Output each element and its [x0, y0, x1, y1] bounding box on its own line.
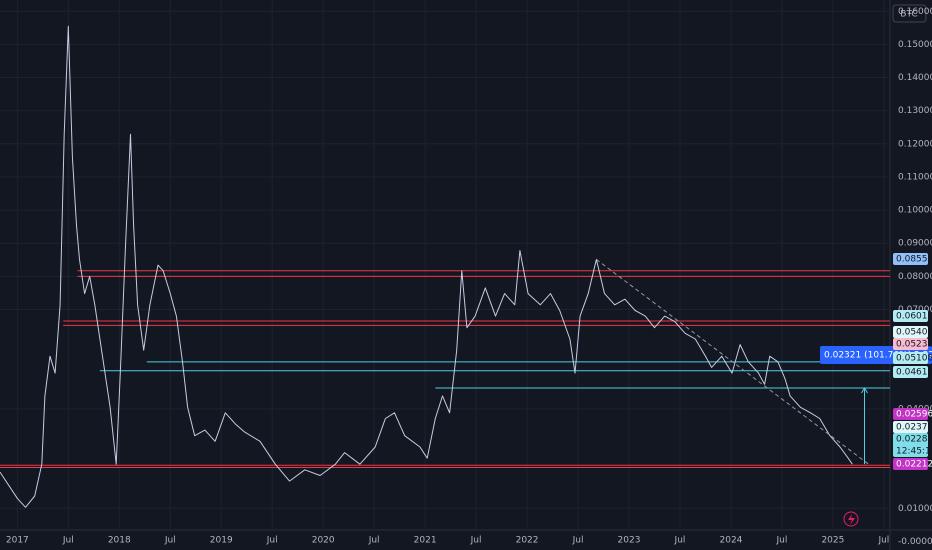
- price-label: 0.08554: [896, 255, 932, 265]
- price-label: 0.05237: [896, 340, 932, 350]
- x-tick-label: 2017: [6, 536, 29, 546]
- x-tick-label: Jul: [266, 536, 278, 546]
- x-tick-label: 2024: [720, 536, 743, 546]
- x-tick-label: Jul: [164, 536, 176, 546]
- y-tick-label: 0.07000: [898, 305, 932, 315]
- symbol: BTC: [900, 10, 917, 20]
- snapshot-icon-bolt: [848, 514, 855, 525]
- price-label: 0.04618: [896, 368, 932, 378]
- x-tick-label: Jul: [368, 536, 380, 546]
- x-tick-label: 2018: [108, 536, 131, 546]
- trend-line: [596, 259, 869, 465]
- x-tick-label: 2019: [210, 536, 233, 546]
- price-label-box: [893, 326, 928, 338]
- x-tick-label: Jul: [470, 536, 482, 546]
- measure-label: 0.02321 (101.76%) 2.32: [824, 351, 932, 361]
- price-label-box: [893, 433, 928, 457]
- y-tick-label: 0.01000: [898, 504, 932, 514]
- y-tick-label: 0.11000: [898, 172, 932, 182]
- x-tick-label: 2025: [821, 536, 844, 546]
- y-tick-label: 0.09000: [898, 239, 932, 249]
- x-tick-label: Jul: [62, 536, 74, 546]
- countdown: 12:45:16: [896, 447, 932, 457]
- x-tick-label: 2022: [516, 536, 539, 546]
- y-tick-label: 0.10000: [898, 206, 932, 216]
- x-tick-label: Jul: [877, 536, 889, 546]
- price-label: 0.05400: [896, 328, 932, 338]
- price-label: 0.02212: [896, 460, 932, 470]
- y-tick-label: 0.16000: [898, 7, 932, 17]
- snapshot-icon[interactable]: [843, 511, 859, 527]
- price-label: 0.02596: [896, 410, 932, 420]
- symbol-box[interactable]: [892, 4, 927, 23]
- x-tick-label: 2020: [312, 536, 335, 546]
- x-tick-label: 2023: [618, 536, 641, 546]
- price-label: 0.02372: [896, 423, 932, 433]
- price-label-box: [893, 253, 928, 265]
- price-label-box: [893, 310, 928, 322]
- price-label-box: [893, 408, 928, 420]
- x-tick-label: Jul: [674, 536, 686, 546]
- y-tick-label: 0.12000: [898, 139, 932, 149]
- price-label-box: [893, 421, 928, 433]
- price-label-box: [893, 458, 928, 470]
- y-tick-label: 0.15000: [898, 40, 932, 50]
- x-tick-label: 2021: [414, 536, 437, 546]
- plot-area: [0, 0, 890, 530]
- price-label: 0.06017: [896, 312, 932, 322]
- price-line: [0, 25, 853, 508]
- y-tick-label: 0.13000: [898, 106, 932, 116]
- measure-arrow-head: [861, 387, 868, 394]
- y-tick-label: 0.08000: [898, 272, 932, 282]
- price-label-box: [893, 338, 928, 350]
- price-label-box: [893, 366, 928, 378]
- price-label: 0.05108: [896, 354, 932, 364]
- x-tick-label: Jul: [776, 536, 788, 546]
- x-tick-label: Jul: [572, 536, 584, 546]
- price-label: 0.02285: [896, 435, 932, 445]
- price-label-box: [893, 352, 928, 364]
- y-tick-label: 0.14000: [898, 73, 932, 83]
